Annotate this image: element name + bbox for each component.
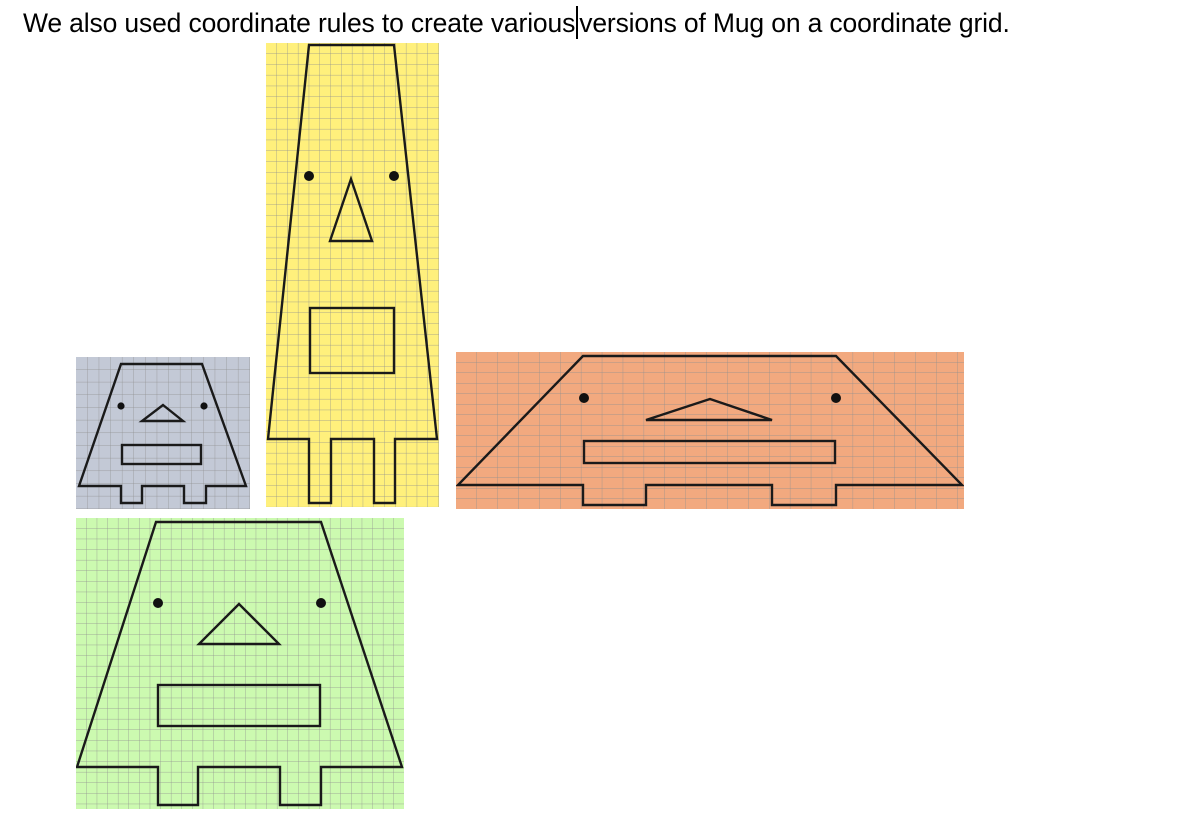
mug-orange-canvas [456,352,964,509]
mug-orange-figure [456,352,964,509]
instruction-text-end: versions of Mug on a coordinate grid. [579,8,1010,38]
mug-green-figure [76,518,404,809]
nose-triangle [328,175,374,243]
mug-yellow-canvas [266,43,439,507]
mouth-rectangle [120,443,203,466]
right-eye [200,402,208,410]
mug-body-outline [76,520,404,807]
instruction-text-start: We also used coordinate rules to create … [23,8,576,38]
nose-triangle [138,403,187,423]
left-eye [579,393,589,403]
mug-blue-figure [76,357,250,509]
left-eye [304,171,314,181]
mug-body-outline [77,362,248,505]
right-eye [831,393,841,403]
mug-body-outline [266,43,439,505]
mouth-rectangle [308,306,396,375]
left-eye [117,402,125,410]
text-cursor [576,6,579,39]
mug-green-canvas [76,518,404,809]
grid-background [76,357,250,509]
left-eye [153,598,163,608]
nose-triangle [196,602,282,646]
instruction-text: We also used coordinate rules to create … [23,6,1010,39]
grid-background [76,518,404,809]
right-eye [316,598,326,608]
mug-blue-canvas [76,357,250,509]
grid-background [266,43,439,507]
right-eye [389,171,399,181]
mug-body-outline [456,354,964,507]
nose-triangle [645,397,773,422]
mouth-rectangle [156,683,322,728]
mug-yellow-figure [266,43,439,507]
mouth-rectangle [582,439,837,465]
grid-background [456,352,964,509]
